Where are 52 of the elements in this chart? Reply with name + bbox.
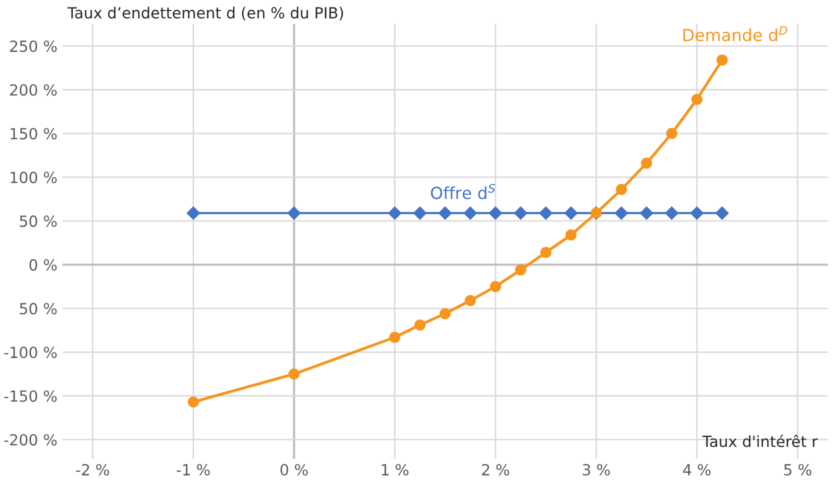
point <box>665 206 678 220</box>
y-tick-label: 50 % <box>20 302 57 314</box>
y-tick-label: -200 % <box>4 434 57 446</box>
point <box>287 206 301 220</box>
point <box>186 206 200 220</box>
y-tick-label: 0 % <box>29 259 57 271</box>
point <box>188 396 199 408</box>
point <box>716 206 729 220</box>
point <box>488 206 502 220</box>
point <box>388 206 402 220</box>
y-tick-label: 150 % <box>10 128 57 140</box>
series-label: Offre d$^{S}$ <box>430 184 496 200</box>
x-tick-label: 2 % <box>482 464 510 476</box>
point <box>640 158 652 169</box>
x-axis-title: Taux d'intérêt r <box>702 434 818 448</box>
x-tick-label: 0 % <box>280 464 308 476</box>
point <box>540 246 552 258</box>
x-tick-label: 4 % <box>683 464 711 476</box>
point <box>514 206 528 220</box>
y-tick-label: 250 % <box>10 40 57 52</box>
y-tick-label: -100 % <box>4 346 57 358</box>
point <box>515 264 526 276</box>
point <box>666 128 678 140</box>
point <box>464 294 476 306</box>
point <box>413 206 427 220</box>
point <box>690 206 704 220</box>
point <box>691 94 702 105</box>
point <box>490 280 502 292</box>
point <box>438 206 452 220</box>
point <box>565 229 577 240</box>
series-label: Demande d$^{D}$ <box>683 26 788 42</box>
point <box>616 184 627 196</box>
x-tick-label: 3 % <box>582 464 610 476</box>
point <box>414 319 426 331</box>
point <box>614 206 628 220</box>
y-axis-title: Taux d’endettement d (en % du PIB) <box>67 6 344 20</box>
x-tick-label: 5 % <box>784 464 812 476</box>
point <box>640 206 654 220</box>
x-tick-label: -1 % <box>176 464 210 476</box>
point <box>539 206 552 220</box>
y-tick-label: 50 % <box>20 215 57 227</box>
point <box>288 368 300 380</box>
point <box>716 54 728 66</box>
point <box>464 206 477 220</box>
x-tick-label: 1 % <box>382 464 408 476</box>
y-tick-label: 200 % <box>10 84 57 96</box>
x-tick-label: -2 % <box>76 464 110 476</box>
y-tick-label: -150 % <box>4 390 57 402</box>
y-tick-label: 100 % <box>10 172 57 184</box>
point <box>440 308 451 320</box>
point <box>389 332 400 343</box>
point <box>564 206 578 220</box>
